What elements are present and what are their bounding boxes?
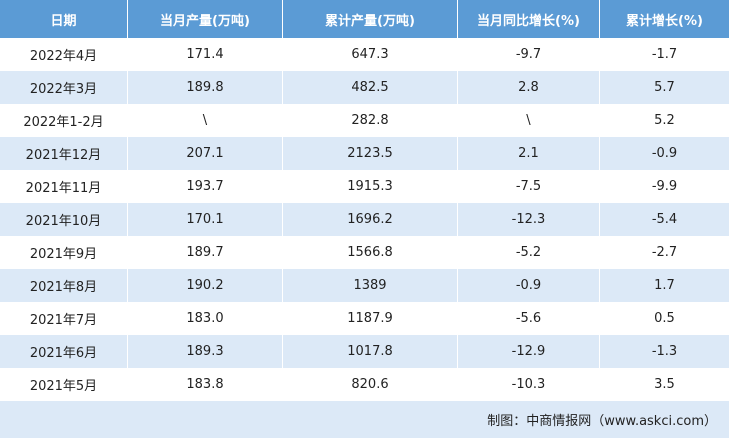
value-cell: -5.6 [458,302,600,335]
header-cell: 日期 [0,0,128,38]
date-cell: 2021年11月 [0,170,128,203]
value-cell: -9.9 [651,179,678,194]
value-cell: 189.8 [128,71,283,104]
date-cell: 2022年1-2月 [0,104,128,137]
value-cell: -2.7 [651,245,678,260]
table-row: 2022年4月 171.4 647.3 -9.7 -1.7 [0,38,729,71]
value-cell: -5.4 [651,212,678,227]
value-cell: 1566.8 [283,236,458,269]
value-cell: \ [128,104,283,137]
value-cell: \ [458,104,600,137]
value-cell: 647.3 [283,38,458,71]
header-cell: 累计增长(%) [626,13,703,29]
table-row: 2021年11月 193.7 1915.3 -7.5 -9.9 [0,170,729,203]
value-cell: 1696.2 [283,203,458,236]
table-row: 2021年7月 183.0 1187.9 -5.6 0.5 [0,302,729,335]
date-cell: 2021年10月 [0,203,128,236]
value-cell: 5.7 [654,80,675,95]
date-cell: 2021年9月 [0,236,128,269]
table-row: 2021年5月 183.8 820.6 -10.3 3.5 [0,368,729,401]
value-cell: -9.7 [458,38,600,71]
date-cell: 2021年6月 [0,335,128,368]
value-cell: 189.7 [128,236,283,269]
value-cell: -5.2 [458,236,600,269]
value-cell: 1915.3 [283,170,458,203]
header-row: 日期 当月产量(万吨) 累计产量(万吨) 当月同比增长(%) 累计增长(%) [0,0,729,38]
value-cell: 2123.5 [283,137,458,170]
value-cell: -1.3 [651,344,678,359]
value-cell: 0.5 [654,311,675,326]
table-row: 2021年12月 207.1 2123.5 2.1 -0.9 [0,137,729,170]
table-row: 2022年3月 189.8 482.5 2.8 5.7 [0,71,729,104]
table-row: 2021年9月 189.7 1566.8 -5.2 -2.7 [0,236,729,269]
table-row: 2021年6月 189.3 1017.8 -12.9 -1.3 [0,335,729,368]
header-cell: 累计产量(万吨) [283,0,458,38]
value-cell: 1.7 [654,278,675,293]
value-cell: 5.2 [654,113,675,128]
value-cell: -12.9 [458,335,600,368]
value-cell: 282.8 [283,104,458,137]
value-cell: 171.4 [128,38,283,71]
date-cell: 2021年8月 [0,269,128,302]
source-note: 制图：中商情报网（www.askci.com） [0,401,729,438]
table-row: 2022年1-2月 \ 282.8 \ 5.2 [0,104,729,137]
value-cell: -0.9 [651,146,678,161]
value-cell: -1.7 [651,47,678,62]
value-cell: 190.2 [128,269,283,302]
value-cell: 1187.9 [283,302,458,335]
value-cell: -7.5 [458,170,600,203]
value-cell: 3.5 [654,377,675,392]
date-cell: 2022年3月 [0,71,128,104]
value-cell: 1389 [283,269,458,302]
date-cell: 2021年7月 [0,302,128,335]
value-cell: 482.5 [283,71,458,104]
value-cell: -10.3 [458,368,600,401]
value-cell: 170.1 [128,203,283,236]
date-cell: 2021年5月 [0,368,128,401]
value-cell: 207.1 [128,137,283,170]
value-cell: 189.3 [128,335,283,368]
value-cell: 183.0 [128,302,283,335]
value-cell: -0.9 [458,269,600,302]
table-row: 2021年10月 170.1 1696.2 -12.3 -5.4 [0,203,729,236]
value-cell: 2.1 [458,137,600,170]
header-cell: 当月同比增长(%) [458,0,600,38]
value-cell: -12.3 [458,203,600,236]
date-cell: 2022年4月 [0,38,128,71]
value-cell: 1017.8 [283,335,458,368]
table-row: 2021年8月 190.2 1389 -0.9 1.7 [0,269,729,302]
value-cell: 2.8 [458,71,600,104]
value-cell: 820.6 [283,368,458,401]
header-cell: 当月产量(万吨) [128,0,283,38]
date-cell: 2021年12月 [0,137,128,170]
value-cell: 183.8 [128,368,283,401]
value-cell: 193.7 [128,170,283,203]
